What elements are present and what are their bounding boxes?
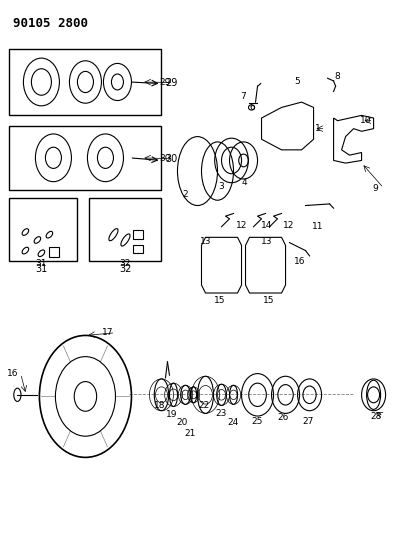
Text: 14: 14 bbox=[261, 221, 272, 230]
Text: 28: 28 bbox=[370, 411, 381, 421]
Bar bbox=[9, 126, 162, 190]
Bar bbox=[50, 247, 59, 257]
Bar bbox=[9, 198, 77, 261]
Text: 24: 24 bbox=[227, 418, 238, 427]
Text: 1: 1 bbox=[315, 124, 320, 133]
Text: 15: 15 bbox=[263, 296, 274, 305]
Text: 29: 29 bbox=[166, 77, 178, 87]
Text: 31: 31 bbox=[35, 264, 48, 274]
Text: 12: 12 bbox=[283, 221, 295, 230]
Text: 5: 5 bbox=[295, 77, 300, 86]
Text: 20: 20 bbox=[177, 418, 188, 427]
Text: 29: 29 bbox=[160, 78, 171, 87]
Text: 16: 16 bbox=[294, 257, 305, 265]
Text: 31: 31 bbox=[35, 260, 47, 268]
Text: 32: 32 bbox=[120, 260, 131, 268]
Text: 30: 30 bbox=[166, 154, 178, 164]
Text: 9: 9 bbox=[373, 183, 378, 192]
Bar bbox=[133, 245, 143, 253]
Text: 90105 2800: 90105 2800 bbox=[13, 17, 88, 30]
Text: 2: 2 bbox=[183, 190, 188, 199]
Text: 10: 10 bbox=[360, 116, 371, 125]
Text: 19: 19 bbox=[166, 410, 177, 419]
Text: 13: 13 bbox=[200, 237, 211, 246]
Text: 12: 12 bbox=[236, 221, 247, 230]
Text: 8: 8 bbox=[335, 72, 341, 81]
Text: 22: 22 bbox=[198, 401, 209, 410]
Text: 15: 15 bbox=[214, 296, 225, 305]
Text: 25: 25 bbox=[251, 417, 262, 426]
Text: 17: 17 bbox=[102, 328, 113, 337]
Bar bbox=[133, 230, 143, 239]
Text: 23: 23 bbox=[215, 409, 226, 418]
Text: 11: 11 bbox=[312, 222, 323, 231]
Text: 16: 16 bbox=[7, 369, 19, 378]
Text: 26: 26 bbox=[278, 413, 289, 422]
Bar bbox=[9, 49, 162, 115]
Bar bbox=[89, 198, 162, 261]
Text: 7: 7 bbox=[241, 92, 246, 101]
Text: 4: 4 bbox=[241, 178, 247, 187]
Text: 32: 32 bbox=[119, 264, 132, 274]
Text: 13: 13 bbox=[261, 237, 272, 246]
Text: 30: 30 bbox=[160, 155, 171, 164]
Text: 21: 21 bbox=[185, 429, 196, 438]
Text: 6: 6 bbox=[250, 103, 256, 112]
Text: 3: 3 bbox=[219, 182, 224, 191]
Text: 27: 27 bbox=[302, 417, 313, 426]
Text: 18: 18 bbox=[154, 401, 165, 410]
